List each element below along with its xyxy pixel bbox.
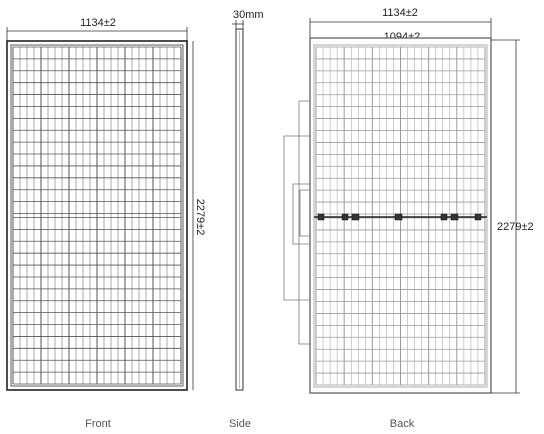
front-inner-frame — [10, 44, 184, 387]
side-view: 30mm Side — [229, 9, 264, 430]
back-inner-frame — [313, 44, 488, 388]
back-width-label: 1134±2 — [382, 7, 418, 19]
front-view: 1134±2 2279±2 Front — [6, 17, 206, 430]
front-height-label: 2279±2 — [194, 199, 206, 236]
front-caption: Front — [85, 418, 111, 430]
back-view: 1134±2 1094±2 — [283, 7, 534, 430]
front-width-dimension — [6, 27, 188, 42]
back-mounting-bracket — [283, 100, 310, 345]
back-height-dimension — [491, 39, 520, 394]
back-height-label: 2279±2 — [497, 221, 534, 233]
back-caption: Back — [390, 418, 415, 430]
back-junction-boxes — [317, 213, 482, 221]
front-width-label: 1134±2 — [80, 17, 116, 29]
side-thickness-label: 30mm — [233, 9, 264, 21]
front-cell-grid — [12, 46, 182, 385]
side-caption: Side — [229, 418, 251, 430]
side-thickness-dimension — [232, 20, 244, 30]
back-width-dimension — [309, 18, 492, 40]
